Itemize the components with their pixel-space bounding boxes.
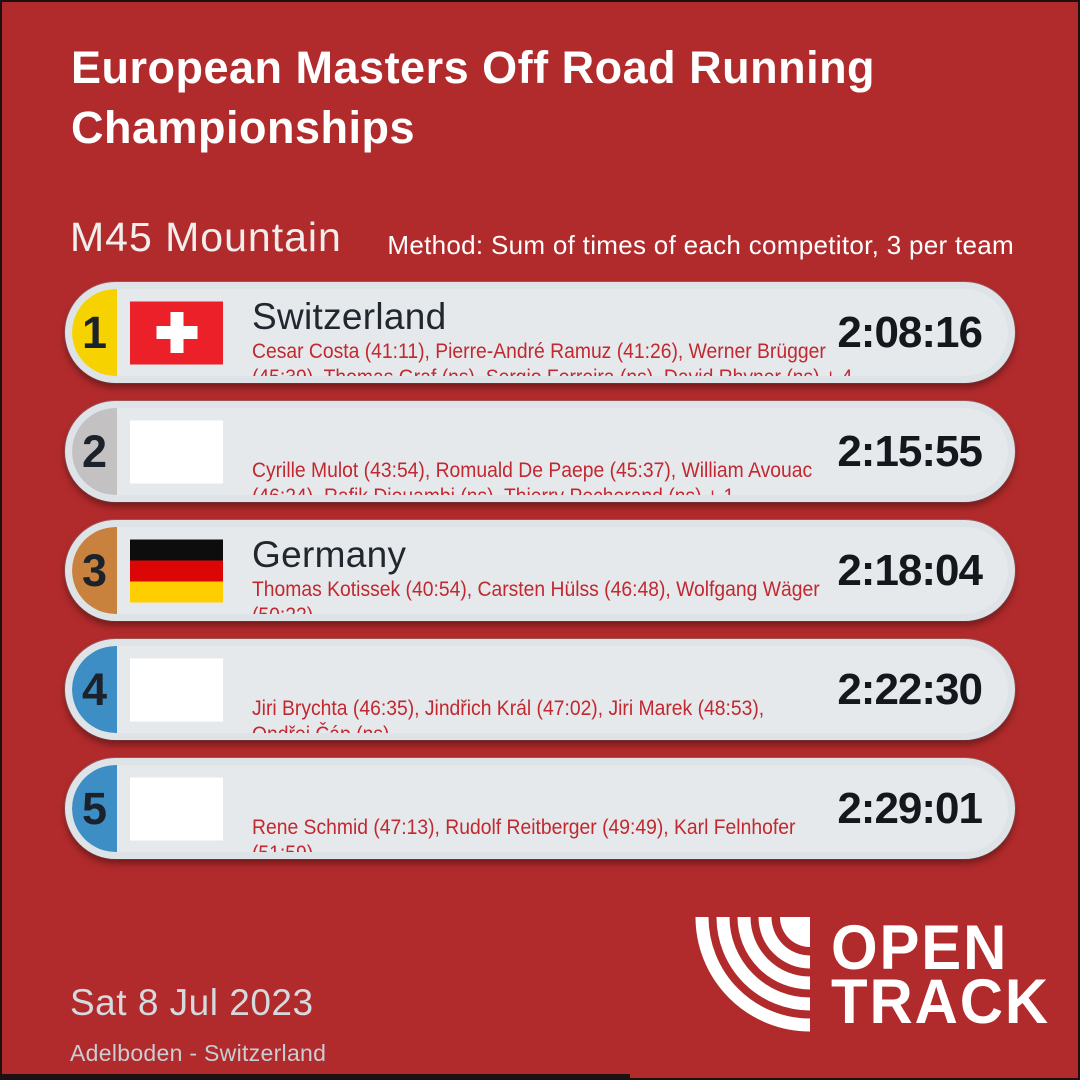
logo-text-open: OPEN [831, 913, 1009, 983]
event-location: Adelboden - Switzerland [70, 1040, 327, 1066]
runner-list: Cyrille Mulot (43:54), Romuald De Paepe … [252, 458, 813, 502]
rank-number: 3 [81, 544, 108, 596]
swiss-flag [130, 301, 223, 364]
result-row-1: 1 Switzerland Cesar Costa (41:11), Pierr… [65, 282, 1015, 383]
rank-number: 5 [81, 782, 108, 834]
runner-list-line2: Ondřej Čáp (ns) [252, 723, 390, 740]
rank-number: 1 [81, 306, 108, 358]
country-name: Switzerland [252, 296, 447, 337]
team-time: 2:18:04 [837, 545, 983, 595]
runner-list: Rene Schmid (47:13), Rudolf Reitberger (… [252, 815, 796, 859]
rank-badge: 5 [72, 765, 117, 852]
result-row-2: 2 Cyrille Mulot (43:54), Romuald De Paep… [65, 401, 1015, 502]
country-name: Germany [252, 534, 407, 575]
team-time: 2:08:16 [837, 307, 983, 357]
rank-number: 4 [81, 663, 108, 715]
country-name [252, 415, 861, 456]
runner-list: Jiri Brychta (46:35), Jindřich Král (47:… [252, 696, 765, 740]
event-date: Sat 8 Jul 2023 [70, 982, 314, 1023]
scoring-method: Method: Sum of times of each competitor,… [387, 230, 1014, 260]
team-details: Jiri Brychta (46:35), Jindřich Král (47:… [252, 653, 809, 740]
result-row-3: 3 Germany Thomas Kotissek (40:54), Carst… [65, 520, 1015, 621]
logo-text-track: TRACK [831, 967, 1050, 1037]
opentrack-logo: OPEN TRACK [831, 913, 1050, 1037]
runner-list-line2: (51:59) [252, 842, 314, 859]
bottom-accent-bar [0, 1074, 630, 1080]
blank-flag [130, 420, 223, 483]
runner-list: Thomas Kotissek (40:54), Carsten Hülss (… [252, 577, 820, 621]
german-flag [130, 539, 223, 602]
blank-flag [130, 777, 223, 840]
blank-flag [130, 658, 223, 721]
runner-list-line2: (45:39), Thomas Graf (ns), Sergio Ferrei… [252, 366, 853, 383]
runner-list-line1: Jiri Brychta (46:35), Jindřich Král (47:… [252, 697, 765, 720]
page-title: European Masters Off Road Running Champi… [71, 42, 876, 153]
team-time: 2:22:30 [837, 664, 983, 714]
result-row-4: 4 Jiri Brychta (46:35), Jindřich Král (4… [65, 639, 1015, 740]
runner-list-line2: (50:22) [252, 604, 314, 621]
result-row-5: 5 Rene Schmid (47:13), Rudolf Reitberger… [65, 758, 1015, 859]
team-time: 2:15:55 [837, 426, 983, 476]
team-time: 2:29:01 [837, 783, 983, 833]
rank-badge-gold: 1 [72, 289, 117, 376]
runner-list-line1: Rene Schmid (47:13), Rudolf Reitberger (… [252, 816, 796, 839]
team-details: Switzerland Cesar Costa (41:11), Pierre-… [252, 296, 905, 383]
results-list: 1 Switzerland Cesar Costa (41:11), Pierr… [65, 282, 1015, 877]
runner-list-line1: Cesar Costa (41:11), Pierre-André Ramuz … [252, 340, 826, 363]
team-details: Germany Thomas Kotissek (40:54), Carsten… [252, 534, 869, 621]
runner-list-line1: Thomas Kotissek (40:54), Carsten Hülss (… [252, 578, 820, 601]
country-name [252, 653, 809, 694]
rank-badge: 4 [72, 646, 117, 733]
team-details: Cyrille Mulot (43:54), Romuald De Paepe … [252, 415, 861, 502]
rank-number: 2 [81, 425, 108, 477]
rank-badge-bronze: 3 [72, 527, 117, 614]
runner-list-line2: (46:24), Rafik Djouambi (ns), Thierry Pe… [252, 485, 735, 502]
swiss-cross-icon [156, 326, 197, 339]
rank-badge-silver: 2 [72, 408, 117, 495]
runner-list-line1: Cyrille Mulot (43:54), Romuald De Paepe … [252, 459, 813, 482]
event-category: M45 Mountain [70, 214, 342, 260]
country-name [252, 772, 843, 813]
runner-list: Cesar Costa (41:11), Pierre-André Ramuz … [252, 339, 853, 383]
team-details: Rene Schmid (47:13), Rudolf Reitberger (… [252, 772, 843, 859]
opentrack-arcs-icon [695, 916, 811, 1032]
